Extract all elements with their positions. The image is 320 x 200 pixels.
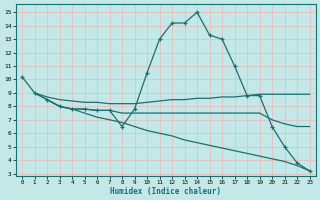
X-axis label: Humidex (Indice chaleur): Humidex (Indice chaleur) [110,187,221,196]
